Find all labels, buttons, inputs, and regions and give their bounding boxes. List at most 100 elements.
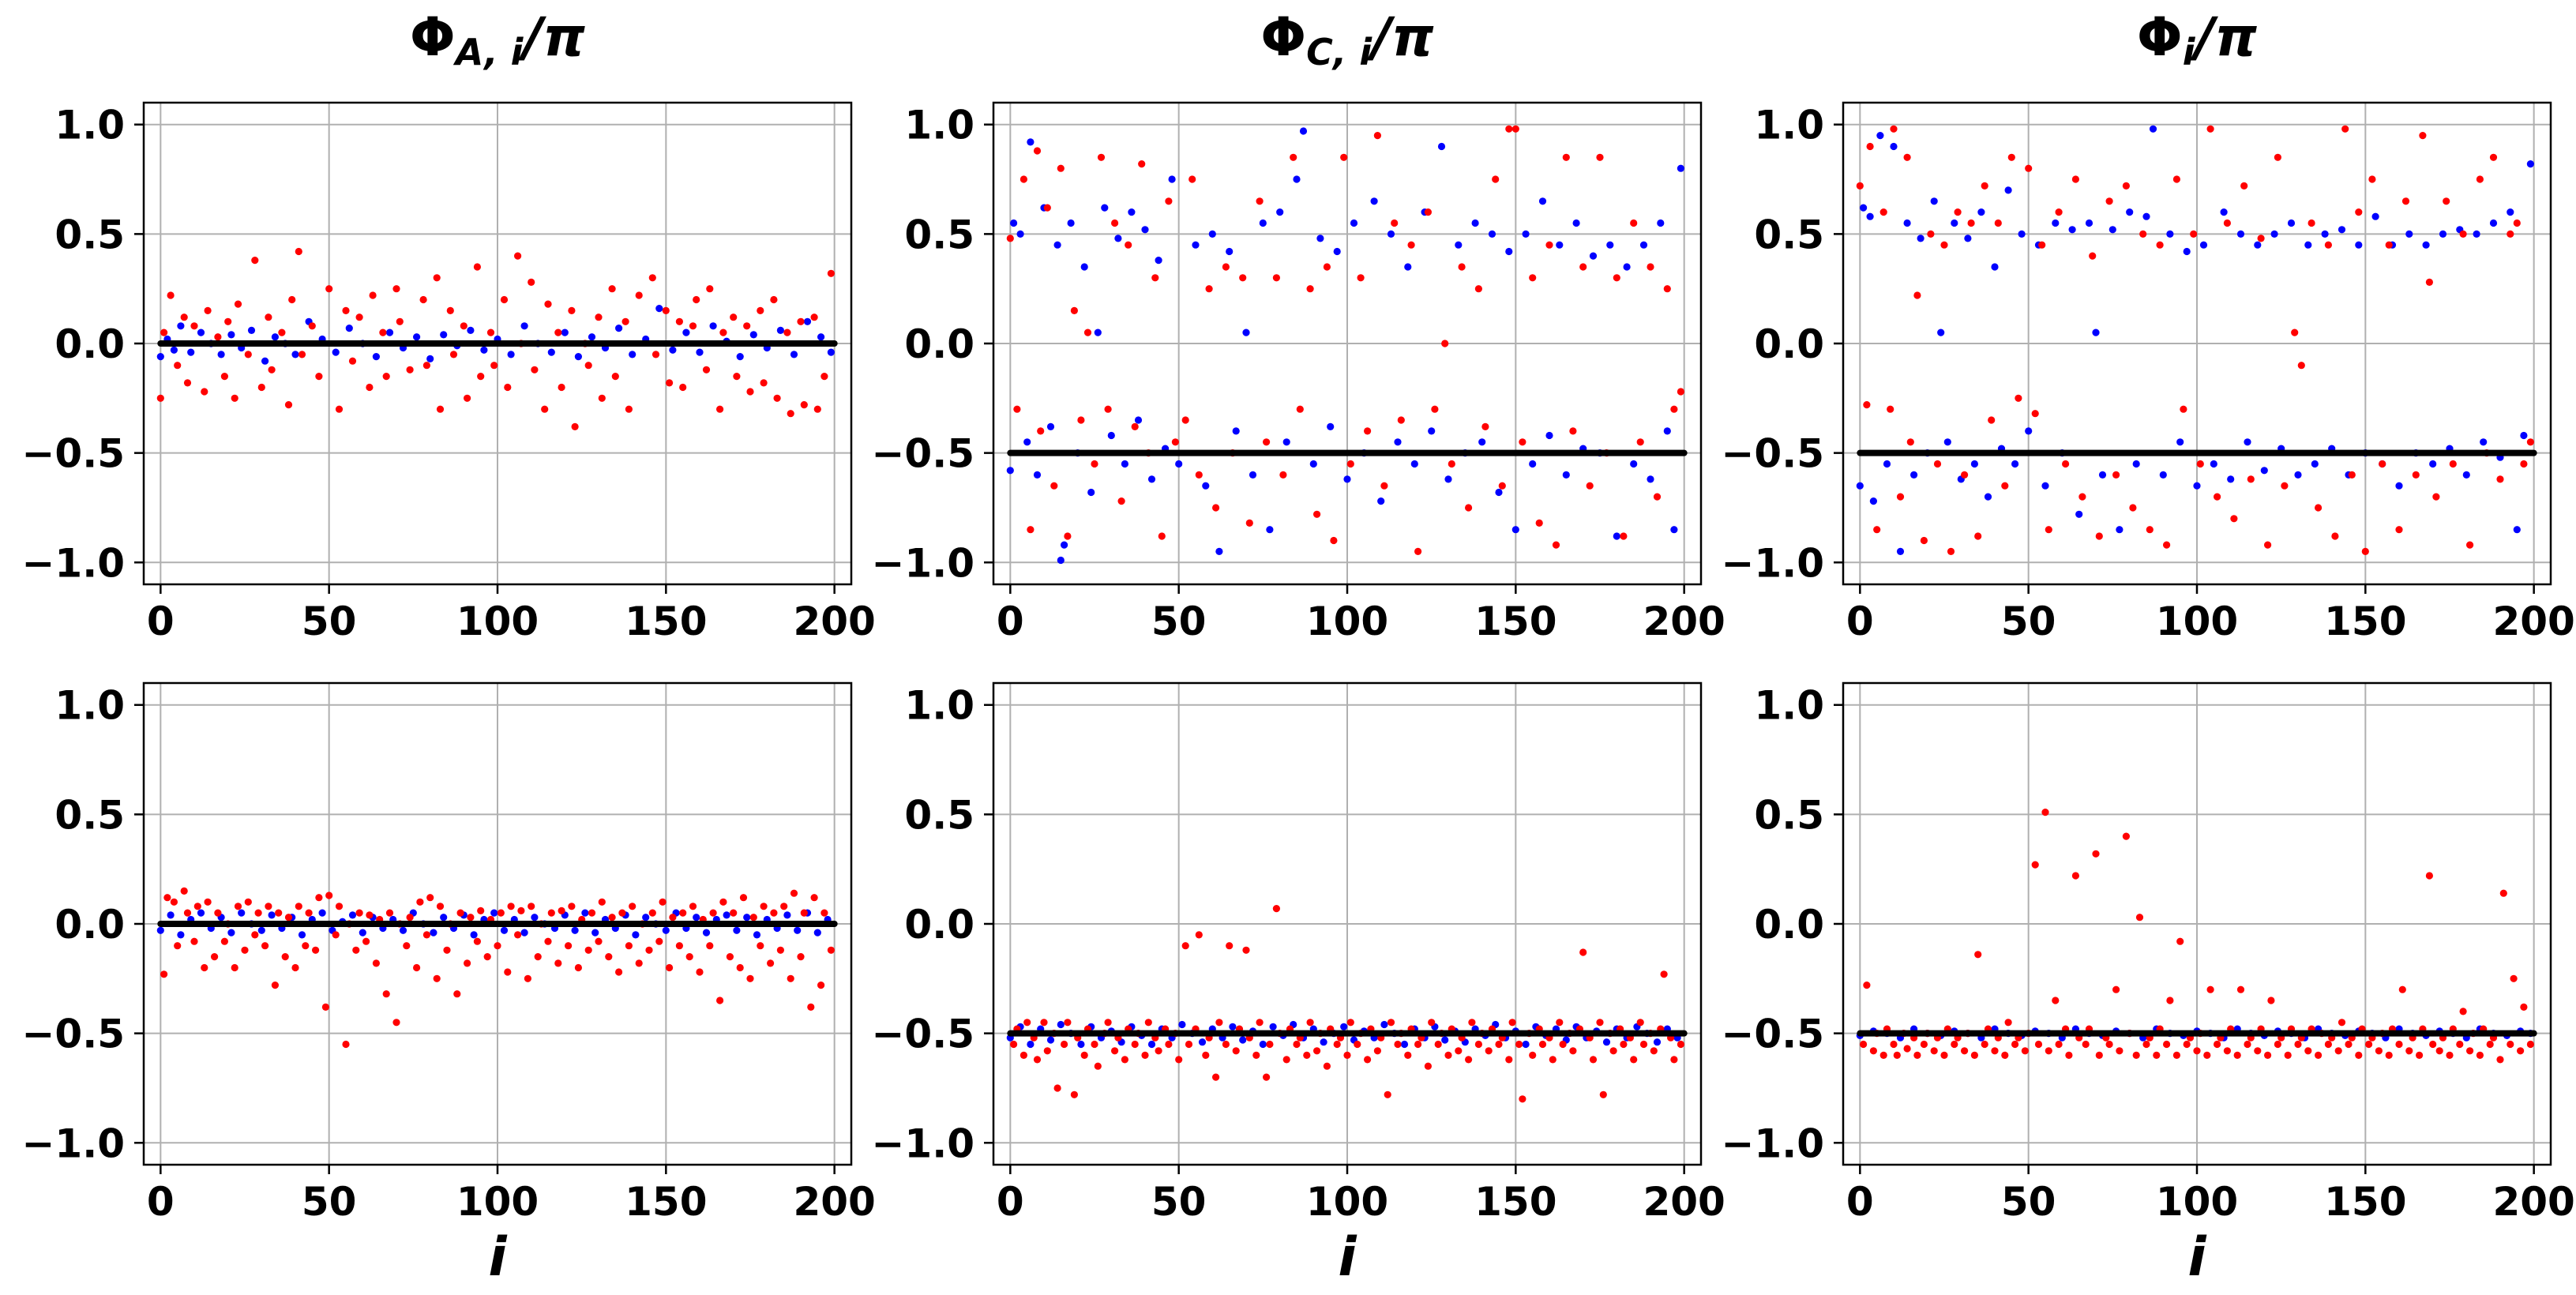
red-point [1357,274,1365,282]
blue-point [359,929,366,937]
blue-point [1128,208,1136,216]
red-point [2031,410,2039,418]
red-point [2254,1047,2262,1055]
series-red [1006,125,1684,556]
blue-point [2254,241,2262,249]
series-blue [1006,127,1684,565]
blue-point [1309,460,1317,468]
red-point [635,291,643,299]
red-point [1562,153,1570,161]
red-point [1677,1040,1684,1049]
red-point [1498,482,1506,490]
blue-point [790,351,798,358]
x-tick-label: 0 [147,599,175,644]
red-point [335,903,344,910]
red-point [1424,1062,1432,1070]
red-point [254,909,262,917]
red-point [382,373,390,381]
y-tick-label: 1.0 [904,103,974,148]
blue-point [1198,1038,1207,1046]
red-point [797,953,805,961]
red-point [588,909,596,917]
blue-point [1562,471,1570,479]
red-point [1111,1047,1119,1055]
blue-point [547,348,555,356]
blue-point [1896,547,1905,556]
blue-point [1016,230,1024,238]
red-point [531,366,539,373]
blue-point [2371,212,2379,220]
red-point [1373,132,1381,140]
blue-point [1249,471,1257,479]
red-point [2297,362,2305,370]
red-point [453,990,461,998]
red-point [2230,515,2238,523]
x-tick-label: 0 [997,599,1024,644]
red-point [416,898,424,906]
red-point [1333,1040,1341,1049]
red-point [295,903,302,910]
blue-point [1208,230,1216,238]
blue-point [1114,235,1122,242]
red-point [477,373,485,381]
blue-point [197,328,205,336]
blue-point [669,346,677,354]
red-point [257,383,265,392]
x-tick-label: 200 [2492,599,2574,644]
red-point [1010,1040,1018,1049]
blue-point [1175,460,1183,468]
y-tick-label: 0.0 [904,902,974,948]
blue-point [2507,208,2514,216]
red-point [422,362,431,370]
red-point [1020,175,1027,183]
red-point [1104,405,1112,413]
red-point [1465,1056,1473,1064]
blue-point [723,911,730,919]
blue-point [1202,482,1210,490]
red-point [1083,328,1092,336]
red-point [2507,1040,2514,1049]
red-point [1940,1051,1948,1059]
x-tick-label: 0 [1846,1179,1874,1225]
red-point [473,263,482,271]
red-point [1414,547,1422,556]
red-point [382,990,390,998]
red-point [2062,460,2070,468]
red-point [174,942,182,950]
red-point [2375,1047,2383,1055]
blue-point [1606,241,1614,249]
blue-point [1455,241,1463,249]
red-point [1596,153,1604,161]
red-point [1890,125,1898,133]
red-point [2095,1051,2103,1059]
red-point [1650,1047,1658,1055]
red-point [201,963,208,972]
red-point [1212,504,1220,512]
red-point [2045,1047,2052,1055]
red-point [2166,997,2174,1004]
red-point [2334,1047,2342,1055]
blue-point [1910,471,1918,479]
red-point [776,946,785,954]
blue-point [1033,471,1042,479]
blue-point [1589,252,1598,260]
blue-point [1134,416,1143,424]
blue-point [736,353,744,361]
red-point [2257,235,2265,242]
red-point [2163,541,2171,549]
red-point [1263,1073,1271,1081]
red-point [497,909,505,917]
red-point [534,953,542,961]
red-point [460,322,468,330]
red-point [2517,1047,2525,1055]
blue-point [1572,219,1580,227]
y-tick-label: 0.5 [1754,792,1824,838]
red-point [2105,197,2113,205]
red-point [1906,438,1914,446]
red-point [1535,519,1543,527]
red-point [608,285,616,293]
blue-point [1488,230,1496,238]
red-point [1970,1051,1978,1059]
blue-point [2193,482,2201,490]
red-point [160,970,168,978]
